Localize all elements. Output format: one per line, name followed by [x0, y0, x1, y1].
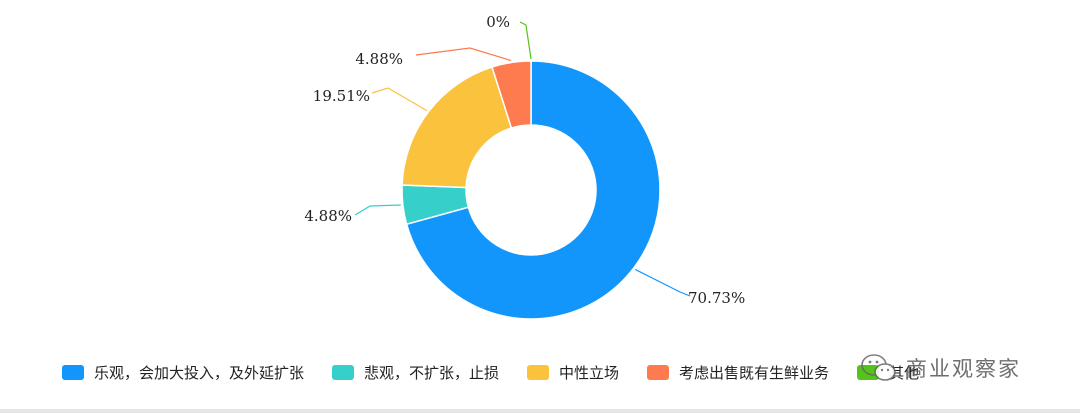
legend-swatch	[527, 364, 550, 380]
leader-line-optimistic	[634, 268, 691, 297]
leader-line-other	[519, 21, 532, 60]
data-label-sell-business: 4.88%	[355, 50, 403, 68]
legend-label: 其他	[889, 363, 920, 382]
legend-swatch	[62, 364, 84, 380]
legend-item-pessimistic[interactable]: 悲观，不扩张，止损	[332, 362, 499, 383]
data-label-neutral: 19.51%	[313, 87, 370, 105]
data-label-optimistic: 70.73%	[688, 289, 745, 307]
legend-item-optimistic[interactable]: 乐观，会加大投入，及外延扩张	[62, 362, 304, 383]
donut-slice-neutral[interactable]	[401, 66, 513, 189]
watermark-text: 商业观察家	[906, 357, 1021, 381]
data-label-pessimistic: 4.88%	[304, 207, 352, 225]
bottom-divider	[0, 409, 1080, 413]
legend-label: 乐观，会加大投入，及外延扩张	[94, 363, 305, 382]
legend-swatch	[647, 364, 670, 380]
legend-label: 中性立场	[559, 363, 620, 382]
data-label-other: 0%	[486, 13, 510, 31]
legend-item-sell-business[interactable]: 考虑出售既有生鲜业务	[647, 362, 829, 383]
leader-line-sell-business	[415, 47, 512, 62]
watermark: 商业观察家	[860, 353, 1021, 383]
donut-slice-optimistic[interactable]	[405, 60, 661, 320]
chart-legend: 乐观，会加大投入，及外延扩张 悲观，不扩张，止损 中性立场 考虑出售既有生鲜业务…	[62, 357, 947, 387]
legend-label: 考虑出售既有生鲜业务	[679, 363, 830, 382]
wechat-icon	[861, 354, 896, 381]
legend-item-neutral[interactable]: 中性立场	[527, 362, 619, 383]
legend-swatch	[332, 364, 355, 380]
leader-line-neutral	[371, 87, 428, 112]
leader-line-pessimistic	[354, 204, 401, 216]
donut-slice-sell-business[interactable]	[491, 60, 532, 129]
legend-label: 悲观，不扩张，止损	[364, 363, 500, 382]
